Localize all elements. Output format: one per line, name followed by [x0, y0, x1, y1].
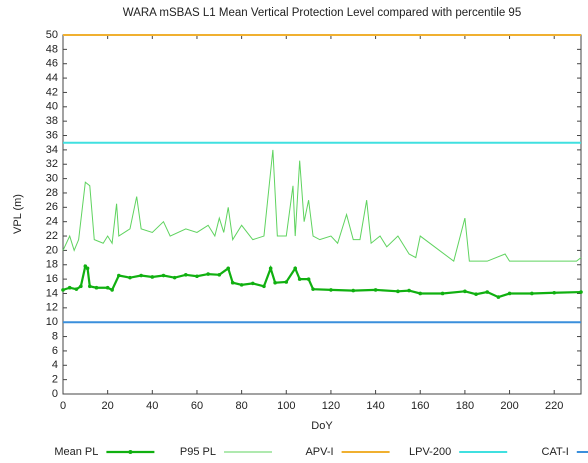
chart-title: WARA mSBAS L1 Mean Vertical Protection L…: [123, 7, 521, 19]
data-point: [206, 272, 210, 276]
data-point: [226, 266, 231, 271]
x-tick-label: 20: [102, 400, 114, 412]
data-point: [85, 266, 90, 271]
y-tick-label: 2: [52, 374, 58, 386]
data-point: [150, 275, 155, 279]
data-point: [351, 288, 356, 293]
y-tick-label: 28: [46, 187, 58, 199]
data-point: [485, 290, 490, 294]
data-point: [172, 275, 177, 280]
data-point: [161, 273, 166, 278]
y-tick-label: 34: [46, 144, 58, 156]
y-tick-label: 44: [46, 72, 58, 84]
data-point: [94, 285, 99, 290]
data-point: [396, 289, 400, 294]
y-tick-label: 6: [52, 345, 58, 357]
data-point: [507, 291, 512, 296]
data-point: [273, 280, 277, 285]
data-point: [579, 290, 583, 294]
data-point: [105, 285, 110, 290]
x-axis-label: DoY: [311, 420, 333, 432]
legend-label: Mean PL: [54, 446, 98, 458]
data-point: [373, 288, 378, 292]
x-tick-label: 220: [545, 400, 563, 412]
data-point: [239, 283, 244, 287]
data-point: [306, 277, 311, 281]
legend-marker: [128, 450, 133, 454]
data-point: [74, 287, 79, 291]
y-axis-label: VPL (m): [12, 194, 24, 234]
x-tick-label: 100: [277, 400, 295, 412]
data-point: [61, 288, 65, 292]
data-point: [474, 292, 478, 296]
legend-label: LPV-200: [409, 446, 451, 458]
legend-label: P95 PL: [180, 446, 216, 458]
y-tick-label: 30: [46, 173, 58, 185]
x-tick-label: 40: [146, 400, 158, 412]
y-tick-label: 24: [46, 216, 58, 228]
y-tick-label: 16: [46, 273, 58, 285]
y-tick-label: 40: [46, 101, 58, 113]
data-point: [83, 264, 88, 268]
data-point: [110, 288, 114, 292]
y-tick-label: 14: [46, 287, 58, 299]
x-tick-label: 60: [191, 400, 203, 412]
data-point: [217, 273, 222, 277]
y-tick-label: 10: [46, 316, 58, 328]
y-tick-label: 48: [46, 43, 58, 55]
y-tick-label: 0: [52, 388, 58, 400]
data-point: [329, 288, 333, 292]
legend-label: CAT-I: [542, 446, 569, 458]
data-point: [293, 266, 298, 271]
data-point: [418, 291, 423, 296]
data-point: [463, 289, 467, 294]
data-point: [530, 291, 534, 296]
x-tick-label: 120: [322, 400, 340, 412]
y-tick-label: 46: [46, 58, 58, 70]
data-point: [67, 285, 72, 290]
x-tick-label: 80: [235, 400, 247, 412]
data-point: [230, 280, 235, 285]
data-point: [79, 284, 83, 289]
y-tick-label: 50: [46, 29, 58, 41]
plot-frame: [62, 34, 582, 395]
data-point: [440, 291, 445, 296]
y-tick-label: 36: [46, 129, 58, 141]
data-point: [268, 266, 273, 271]
data-point: [297, 277, 302, 281]
x-tick-label: 0: [60, 400, 66, 412]
data-point: [184, 273, 188, 277]
x-tick-label: 160: [411, 400, 429, 412]
y-tick-label: 8: [52, 330, 58, 342]
data-point: [139, 273, 143, 278]
y-tick-label: 26: [46, 201, 58, 213]
y-tick-label: 4: [52, 359, 58, 371]
data-point: [195, 274, 199, 279]
y-tick-label: 20: [46, 244, 58, 256]
x-tick-label: 140: [366, 400, 384, 412]
data-point: [250, 281, 255, 286]
y-tick-label: 22: [46, 230, 58, 242]
y-tick-label: 42: [46, 86, 58, 98]
y-tick-label: 38: [46, 115, 58, 127]
x-tick-label: 180: [456, 400, 474, 412]
data-point: [311, 287, 315, 291]
data-point: [87, 284, 92, 289]
y-tick-label: 12: [46, 302, 58, 314]
data-point: [552, 290, 557, 295]
series-line: [62, 264, 582, 299]
y-tick-label: 18: [46, 259, 58, 271]
data-point: [117, 273, 121, 278]
data-point: [128, 275, 132, 280]
series-line: [62, 149, 582, 263]
data-point: [262, 284, 266, 289]
y-tick-label: 32: [46, 158, 58, 170]
data-point: [284, 280, 289, 284]
x-tick-label: 200: [500, 400, 518, 412]
legend-label: APV-I: [305, 446, 333, 458]
data-point: [496, 295, 501, 299]
data-point: [407, 288, 411, 293]
